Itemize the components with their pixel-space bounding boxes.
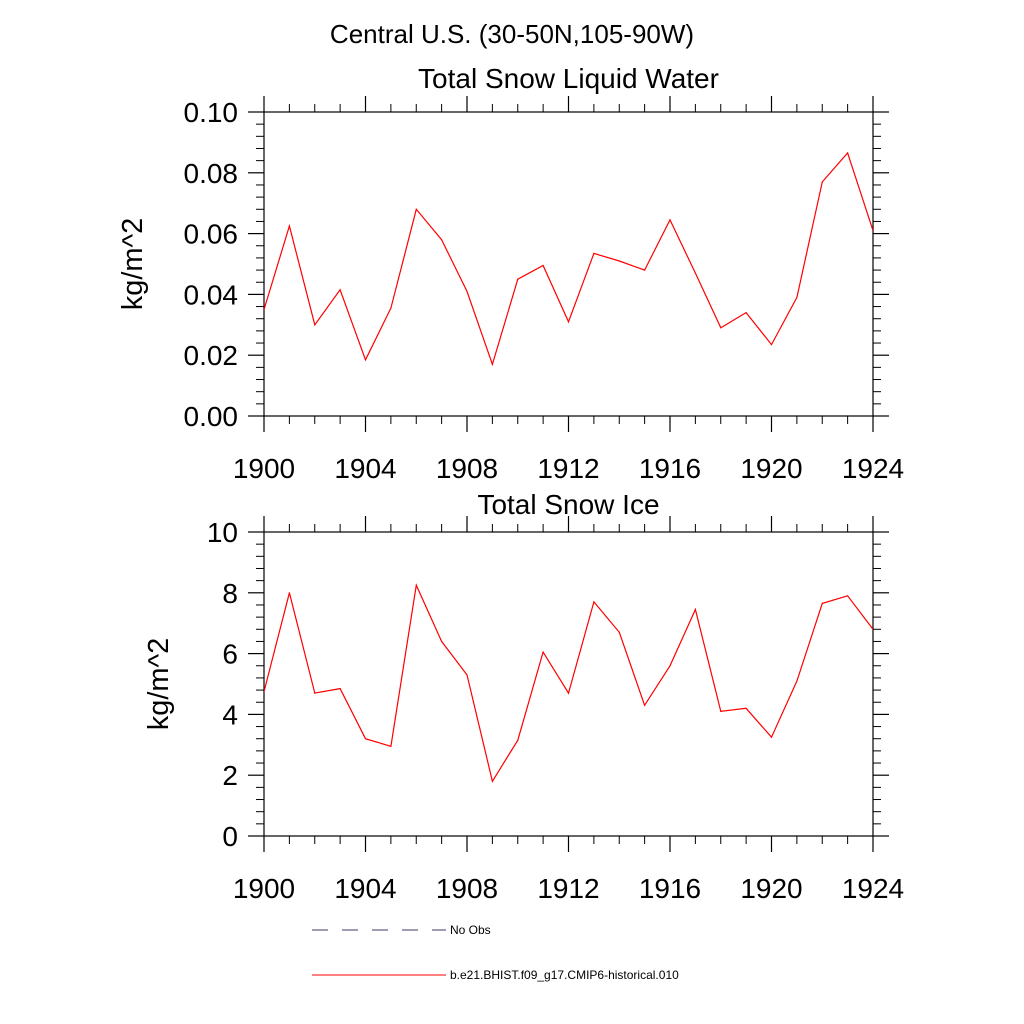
- y-axis-label: kg/m^2: [117, 218, 149, 311]
- data-point: [593, 601, 595, 603]
- data-point: [694, 272, 697, 274]
- chart-panels: Total Snow Liquid Water 1900 1904 1908 1912 1…: [117, 63, 904, 904]
- x-tick-label: 1904: [334, 873, 396, 904]
- data-point: [796, 680, 798, 682]
- y-tick-label: 0.04: [184, 279, 239, 310]
- y-tick-label: 4: [222, 699, 238, 730]
- x-tick-label: 1904: [334, 453, 396, 484]
- data-point: [415, 584, 417, 586]
- chart-panel-1: Total Snow Liquid Water 1900 1904 1908 1912 1…: [117, 63, 904, 484]
- x-tick-label: 1920: [740, 453, 802, 484]
- data-point: [314, 692, 316, 694]
- data-point: [466, 290, 468, 292]
- data-point: [644, 704, 646, 706]
- x-tick-label: 1924: [842, 453, 904, 484]
- data-point: [314, 324, 316, 326]
- data-point: [542, 651, 544, 653]
- data-point: [872, 628, 873, 630]
- data-point: [618, 260, 620, 262]
- panel-title: Total Snow Ice: [477, 489, 659, 520]
- y-tick-label: 0.00: [184, 401, 239, 432]
- data-point: [821, 602, 823, 605]
- legend-label-2: b.e21.BHIST.f09_g17.CMIP6-historical.010: [450, 968, 679, 982]
- x-tick-label: 1912: [537, 453, 599, 484]
- data-point: [644, 269, 646, 271]
- chart-panel-2: Total Snow Ice 1900 1904 1908 1912 1916 1920 19…: [143, 489, 904, 904]
- plot-frame: [263, 111, 874, 417]
- data-point: [390, 307, 392, 309]
- y-tick-label: 0.10: [184, 97, 239, 128]
- x-tick-label: 1900: [233, 873, 295, 904]
- data-point: [264, 691, 265, 693]
- data-point: [770, 344, 773, 346]
- data-point: [847, 152, 849, 154]
- y-tick-label: 10: [207, 517, 238, 548]
- data-point: [821, 181, 823, 183]
- data-point: [872, 230, 873, 232]
- y-tick-label: 0: [222, 821, 238, 852]
- x-tick-label: 1900: [233, 453, 295, 484]
- data-point: [339, 688, 341, 690]
- y-tick-label: 0.08: [184, 158, 239, 189]
- legend-label-1: No Obs: [450, 923, 491, 937]
- data-point: [517, 278, 519, 280]
- legend: No Obs b.e21.BHIST.f09_g17.CMIP6-historic…: [312, 923, 679, 982]
- data-point: [770, 736, 773, 738]
- data-point: [567, 321, 570, 323]
- data-point: [669, 665, 671, 667]
- data-point: [288, 225, 290, 227]
- data-point: [491, 363, 493, 365]
- x-tick-label: 1912: [537, 873, 599, 904]
- y-tick-label: 8: [222, 578, 238, 609]
- data-point: [390, 745, 392, 747]
- y-tick-label: 2: [222, 760, 238, 791]
- data-point: [796, 296, 798, 298]
- data-point: [364, 359, 367, 361]
- data-point: [567, 692, 570, 694]
- plot-frame: [263, 531, 874, 837]
- data-point: [415, 208, 417, 210]
- data-point: [694, 608, 697, 611]
- x-tick-label: 1908: [436, 873, 498, 904]
- data-point: [618, 631, 620, 633]
- data-point: [669, 219, 671, 221]
- series-line: [264, 583, 873, 783]
- data-point: [542, 264, 544, 267]
- y-tick-label: 6: [222, 639, 238, 670]
- y-axis-label: kg/m^2: [143, 638, 175, 731]
- data-point: [720, 710, 722, 713]
- data-point: [441, 239, 443, 241]
- x-tick-label: 1924: [842, 873, 904, 904]
- data-point: [517, 739, 519, 741]
- y-tick-label: 0.02: [184, 340, 239, 371]
- data-point: [745, 312, 747, 314]
- data-point: [491, 780, 493, 782]
- main-title: Central U.S. (30-50N,105-90W): [330, 19, 694, 49]
- data-point: [466, 674, 468, 676]
- data-point: [364, 738, 367, 740]
- x-tick-label: 1908: [436, 453, 498, 484]
- data-point: [720, 327, 722, 329]
- y-tick-label: 0.06: [184, 219, 239, 250]
- data-point: [441, 640, 443, 643]
- data-point: [264, 309, 265, 311]
- data-point: [339, 289, 341, 291]
- data-point: [847, 595, 849, 597]
- series-line: [264, 151, 873, 367]
- x-tick-label: 1920: [740, 873, 802, 904]
- x-tick-label: 1916: [639, 453, 701, 484]
- x-tick-label: 1916: [639, 873, 701, 904]
- data-point: [288, 592, 290, 594]
- data-point: [745, 707, 747, 709]
- panel-title: Total Snow Liquid Water: [418, 63, 719, 94]
- data-point: [593, 252, 595, 254]
